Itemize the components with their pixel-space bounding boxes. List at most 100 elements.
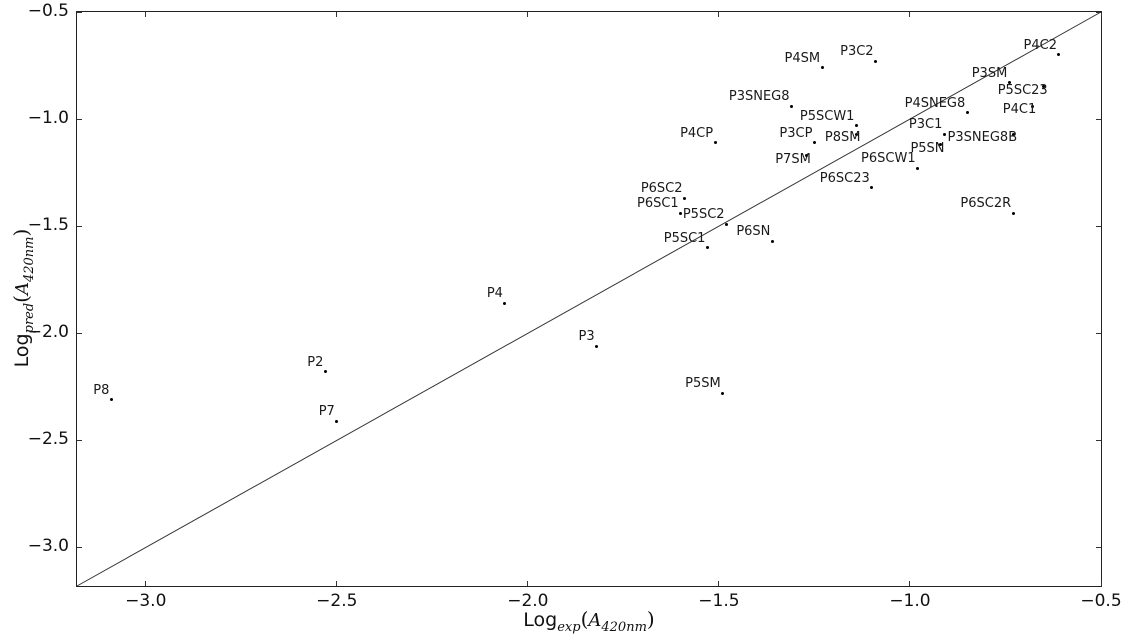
x-tick-mark-top (909, 12, 911, 17)
data-point-label: P7 (318, 404, 335, 420)
y-tick-mark-right (1096, 439, 1101, 441)
data-point-label: P3C2 (840, 44, 874, 60)
x-tick-mark (336, 581, 338, 586)
data-point-label: P3 (578, 329, 595, 345)
data-point (770, 239, 774, 243)
data-point-label: P6SN (736, 224, 771, 240)
data-point (1011, 211, 1015, 215)
y-tick-mark (77, 118, 82, 120)
y-axis-label-variable: A (12, 282, 33, 296)
x-axis-label-close-paren: ) (646, 607, 655, 631)
y-tick-label: −0.5 (27, 1, 69, 21)
data-point (854, 132, 858, 136)
x-tick-mark (527, 581, 529, 586)
data-point (679, 211, 683, 215)
x-tick-mark-top (1100, 12, 1102, 17)
data-point (870, 186, 874, 190)
x-axis-label: Logexp(A420nm) (523, 607, 654, 635)
data-point (790, 104, 793, 108)
data-point-label: P3C1 (908, 117, 943, 133)
x-tick-mark (145, 581, 147, 586)
plot-area: −3.0 −2.5 −2.0 −1.5 −1.0 −0.5 −0.5 −1.0 −1.5 −2.0… (28, 2, 1122, 611)
data-point-label: P5SC2 (682, 207, 725, 223)
data-point (939, 143, 943, 147)
data-point-label: P6SC2R (960, 196, 1012, 212)
data-point-label: P6SC2 (640, 181, 683, 197)
y-tick-mark (77, 439, 82, 441)
x-tick-label: −2.0 (507, 591, 549, 611)
y-axis-label-open-paren: ( (9, 295, 33, 303)
y-tick-label: −2.5 (27, 429, 69, 450)
data-point-label: P5SN (910, 140, 945, 156)
x-tick-label: −2.5 (316, 591, 358, 611)
data-point-label: P6SCW1 (861, 151, 916, 167)
data-point-label: P8SM (824, 130, 861, 146)
data-point-label: P6SC1 (636, 196, 679, 212)
x-tick-mark (718, 581, 720, 586)
data-point-label: P4 (486, 286, 503, 302)
data-point-label: P3SNEG8 (728, 89, 790, 105)
data-point (323, 370, 327, 374)
data-point (916, 166, 920, 170)
data-point-label: P4SM (784, 50, 821, 66)
data-point-label: P3CP (779, 125, 813, 141)
y-tick-mark (77, 11, 82, 13)
data-point (805, 154, 809, 157)
x-tick-label: −3.0 (125, 591, 167, 611)
y-tick-mark-right (1096, 546, 1101, 548)
x-tick-mark-top (527, 12, 529, 17)
x-tick-mark (909, 581, 911, 586)
data-point-label: P5SC1 (663, 230, 706, 246)
data-point-label: P4CP (680, 125, 714, 141)
y-tick-mark-right (1096, 332, 1101, 334)
data-point (854, 124, 858, 127)
data-point (595, 344, 599, 348)
data-point (820, 66, 824, 70)
x-tick-mark (1100, 581, 1102, 586)
x-tick-label: −1.0 (889, 591, 931, 611)
data-point (1011, 132, 1015, 136)
data-point (942, 132, 946, 136)
y-tick-label: −1.5 (27, 215, 69, 236)
data-point-label: P4C1 (1002, 102, 1037, 118)
data-point-label: P3SNEG8B (947, 130, 1018, 146)
data-point-label: P5SM (685, 376, 721, 392)
data-point (705, 246, 709, 250)
x-tick-mark-top (336, 12, 338, 17)
data-point-label: P7SM (775, 151, 811, 167)
x-axis-label-subscript: exp (557, 620, 581, 635)
data-point-label: P8 (93, 382, 110, 398)
y-tick-mark-right (1096, 11, 1101, 13)
data-point-label: P4SNEG8 (904, 95, 966, 111)
y-tick-label: −1.0 (27, 108, 69, 129)
data-point (812, 141, 816, 145)
data-point-label: P5SC23 (997, 82, 1048, 98)
y-tick-mark (77, 332, 82, 334)
data-point (874, 59, 878, 63)
x-axis-label-prefix: Log (523, 609, 558, 631)
x-axis-label-variable-subscript: 420nm (601, 620, 647, 635)
data-point (965, 111, 969, 115)
data-point (109, 398, 113, 402)
x-axis-label-open-paren: ( (580, 607, 589, 631)
x-tick-label: −0.5 (1080, 591, 1122, 611)
y-tick-mark-right (1096, 225, 1101, 227)
y-axis-label: Logpred(A420nm) (9, 229, 37, 368)
y-tick-mark-right (1096, 118, 1101, 120)
data-point (1007, 81, 1011, 85)
y-tick-mark (77, 225, 82, 227)
identity-line (76, 11, 1102, 587)
x-tick-label: −1.5 (698, 591, 740, 611)
identity-line-svg (76, 11, 1102, 587)
data-point-label: P5SCW1 (799, 108, 855, 124)
data-point-label: P3SM (971, 65, 1008, 81)
data-point (503, 301, 507, 305)
data-point (1030, 104, 1034, 108)
data-point (1042, 85, 1046, 89)
data-point (713, 141, 717, 145)
data-point (721, 391, 725, 395)
data-point (1057, 53, 1061, 57)
data-point-label: P4C2 (1023, 37, 1057, 53)
x-tick-mark-top (718, 12, 720, 17)
